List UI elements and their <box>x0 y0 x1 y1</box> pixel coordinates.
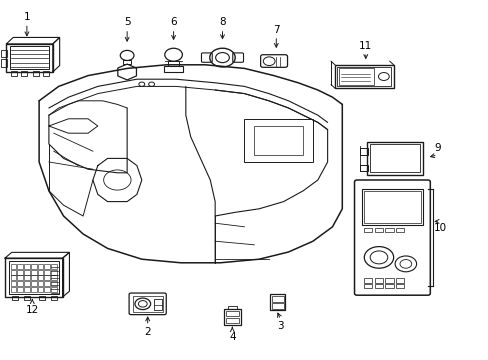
Bar <box>11 270 17 275</box>
Bar <box>11 281 17 286</box>
Bar <box>385 228 393 232</box>
Bar <box>339 68 373 85</box>
Bar <box>366 142 422 175</box>
Text: 10: 10 <box>433 223 446 233</box>
Bar <box>153 299 162 310</box>
Bar <box>24 264 30 269</box>
Bar <box>24 270 30 275</box>
Bar <box>337 67 390 86</box>
Bar <box>374 284 382 288</box>
Bar <box>44 270 50 275</box>
Bar <box>374 228 382 232</box>
Bar <box>167 61 179 66</box>
Bar <box>31 270 37 275</box>
Bar <box>18 275 23 280</box>
Bar <box>9 261 59 294</box>
Bar <box>44 287 50 292</box>
Text: 1: 1 <box>23 12 30 22</box>
Bar <box>374 278 382 283</box>
Bar <box>44 281 50 286</box>
Bar <box>24 296 30 300</box>
Bar <box>369 144 419 172</box>
Bar <box>385 278 393 283</box>
Bar <box>10 46 49 69</box>
Bar <box>364 191 420 223</box>
Bar <box>271 296 283 302</box>
Bar <box>38 287 43 292</box>
Bar <box>51 287 57 292</box>
Text: 9: 9 <box>433 143 440 153</box>
Text: 5: 5 <box>123 17 130 27</box>
Bar <box>18 281 23 286</box>
Bar <box>33 71 39 76</box>
Bar <box>385 284 393 288</box>
Bar <box>244 119 312 162</box>
Bar <box>51 270 57 275</box>
Bar <box>395 284 404 288</box>
Bar <box>38 270 43 275</box>
Bar <box>271 303 283 309</box>
Bar <box>359 148 367 155</box>
Bar <box>359 165 367 171</box>
Bar <box>363 284 371 288</box>
Bar <box>363 228 371 232</box>
Bar <box>395 228 404 232</box>
Bar <box>270 294 285 310</box>
Bar <box>5 258 62 297</box>
Bar <box>31 275 37 280</box>
Bar <box>224 309 240 325</box>
Bar <box>21 71 27 76</box>
Bar <box>38 281 43 286</box>
Text: 3: 3 <box>277 321 284 331</box>
Bar <box>43 71 49 76</box>
Bar <box>11 287 17 292</box>
Bar <box>51 275 57 280</box>
Text: 11: 11 <box>358 41 372 51</box>
Bar <box>44 275 50 280</box>
Bar <box>1 50 7 57</box>
Bar <box>24 275 30 280</box>
Bar <box>24 281 30 286</box>
Text: 4: 4 <box>228 332 235 342</box>
Bar <box>18 287 23 292</box>
Text: 12: 12 <box>25 305 39 315</box>
Bar <box>225 311 238 316</box>
Bar <box>38 264 43 269</box>
Bar <box>254 126 303 155</box>
Bar <box>12 296 18 300</box>
Bar <box>51 264 57 269</box>
Bar <box>44 264 50 269</box>
Text: 8: 8 <box>219 17 225 27</box>
Bar <box>361 189 422 225</box>
Bar <box>334 65 393 88</box>
Bar <box>18 270 23 275</box>
Bar <box>31 287 37 292</box>
Bar <box>24 287 30 292</box>
Bar <box>38 275 43 280</box>
Bar <box>39 296 45 300</box>
Bar <box>395 278 404 283</box>
Bar <box>363 278 371 283</box>
Bar <box>18 264 23 269</box>
Text: 7: 7 <box>272 24 279 35</box>
Bar <box>51 281 57 286</box>
Bar <box>11 264 17 269</box>
Bar <box>132 296 163 312</box>
Bar <box>6 44 53 72</box>
Bar <box>31 264 37 269</box>
Bar <box>225 318 238 323</box>
Bar <box>163 66 183 72</box>
Bar <box>227 306 236 309</box>
Text: 6: 6 <box>170 17 177 27</box>
Bar <box>51 296 57 300</box>
Bar <box>11 275 17 280</box>
Bar <box>31 281 37 286</box>
Bar <box>123 60 131 64</box>
Bar <box>1 59 7 67</box>
Bar <box>11 71 17 76</box>
Text: 2: 2 <box>144 327 151 337</box>
